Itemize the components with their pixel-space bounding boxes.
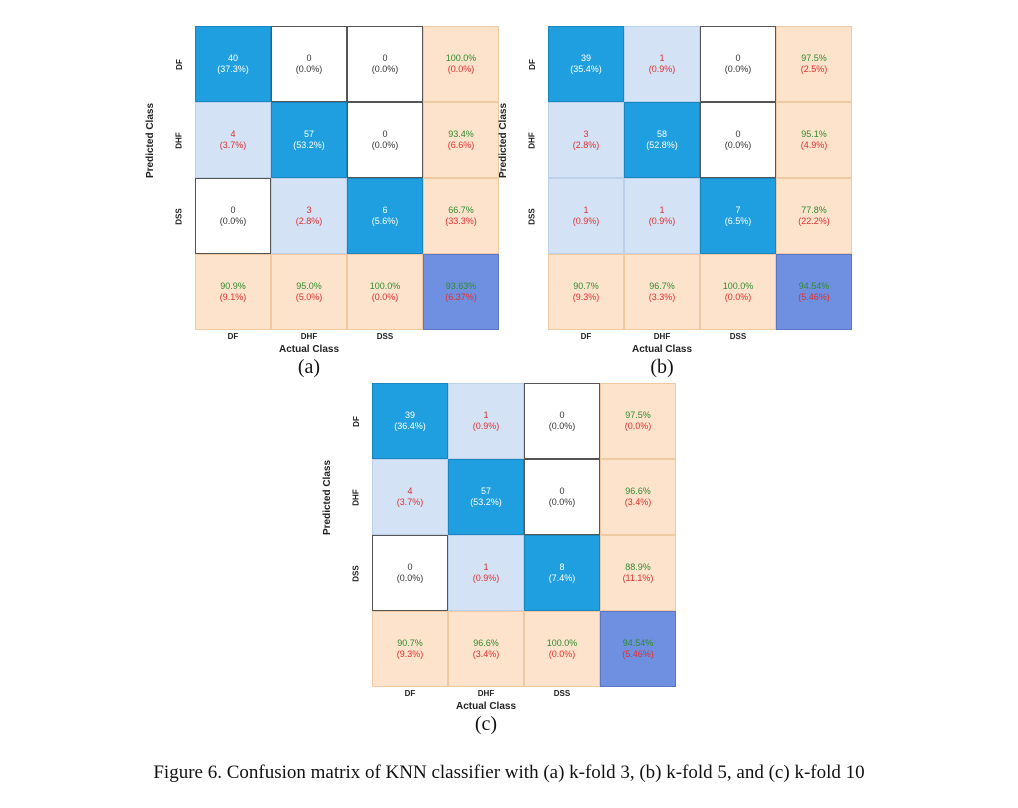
cell-dhf-dss: 0 (0.0%) bbox=[347, 102, 423, 178]
cell-dhf-df: 4 (3.7%) bbox=[195, 102, 271, 178]
cell-dss-dhf: 1 (0.9%) bbox=[448, 535, 524, 611]
col-label-dss: DSS bbox=[553, 689, 571, 698]
cell-row-df-precision: 100.0% (0.0%) bbox=[423, 26, 499, 102]
cell-dhf-dhf: 57 (53.2%) bbox=[271, 102, 347, 178]
subfigure-label: (a) bbox=[297, 356, 321, 378]
cell-df-dss: 0 (0.0%) bbox=[524, 383, 600, 459]
cell-row-dhf-precision: 96.6% (3.4%) bbox=[600, 459, 676, 535]
cell-dss-df: 1 (0.9%) bbox=[548, 178, 624, 254]
cell-row-dss-precision: 88.9% (11.1%) bbox=[600, 535, 676, 611]
row-label-df: DF bbox=[527, 58, 537, 70]
cell-dhf-dss: 0 (0.0%) bbox=[524, 459, 600, 535]
cell-col-df-recall: 90.7% (9.3%) bbox=[372, 611, 448, 687]
row-label-dss: DSS bbox=[351, 564, 361, 582]
col-label-df: DF bbox=[580, 332, 592, 341]
confusion-matrix-c: Predicted Class DF DHF DSS 39 (36.4%) 1 (0… bbox=[323, 383, 692, 735]
row-label-dss: DSS bbox=[174, 207, 184, 225]
y-axis-label: Predicted Class bbox=[498, 102, 510, 178]
cell-row-df-precision: 97.5% (2.5%) bbox=[776, 26, 852, 102]
confusion-matrix-b: Predicted Class DF DHF DSS 39 (35.4%) 1 (0… bbox=[499, 26, 868, 378]
cell-row-df-precision: 97.5% (0.0%) bbox=[600, 383, 676, 459]
col-label-df: DF bbox=[227, 332, 239, 341]
cell-df-dhf: 1 (0.9%) bbox=[448, 383, 524, 459]
col-label-dss: DSS bbox=[376, 332, 394, 341]
cell-col-dss-recall: 100.0% (0.0%) bbox=[524, 611, 600, 687]
cell-col-df-recall: 90.7% (9.3%) bbox=[548, 254, 624, 330]
y-axis-label: Predicted Class bbox=[322, 459, 334, 535]
figure-caption: Figure 6. Confusion matrix of KNN classi… bbox=[153, 762, 865, 783]
cell-row-dss-precision: 77.8% (22.2%) bbox=[776, 178, 852, 254]
cell-dhf-dss: 0 (0.0%) bbox=[700, 102, 776, 178]
cell-dss-dhf: 1 (0.9%) bbox=[624, 178, 700, 254]
cell-row-dhf-precision: 95.1% (4.9%) bbox=[776, 102, 852, 178]
y-axis-label: Predicted Class bbox=[145, 102, 157, 178]
x-axis-label: Actual Class bbox=[631, 344, 693, 355]
cell-col-dhf-recall: 96.7% (3.3%) bbox=[624, 254, 700, 330]
cell-col-dss-recall: 100.0% (0.0%) bbox=[700, 254, 776, 330]
cell-col-dhf-recall: 96.6% (3.4%) bbox=[448, 611, 524, 687]
matrix-grid: 39 (35.4%) 1 (0.9%) 0 (0.0%) 97.5% (2.5%) 3(… bbox=[548, 26, 852, 330]
cell-dhf-dhf: 58 (52.8%) bbox=[624, 102, 700, 178]
cell-df-dhf: 1 (0.9%) bbox=[624, 26, 700, 102]
cell-row-dss-precision: 66.7% (33.3%) bbox=[423, 178, 499, 254]
cell-row-dhf-precision: 93.4% (6.6%) bbox=[423, 102, 499, 178]
subfigure-label: (c) bbox=[474, 713, 498, 735]
matrix-grid: 39 (36.4%) 1 (0.9%) 0 (0.0%) 97.5% (0.0%) 4(… bbox=[372, 383, 676, 687]
cell-df-dss: 0 (0.0%) bbox=[700, 26, 776, 102]
row-label-df: DF bbox=[174, 58, 184, 70]
cell-col-dhf-recall: 95.0% (5.0%) bbox=[271, 254, 347, 330]
cell-df-df: 40 (37.3%) bbox=[195, 26, 271, 102]
matrix-grid: 40 (37.3%) 0 (0.0%) 0 (0.0%) 100.0% (0.0%) 4… bbox=[195, 26, 499, 330]
cell-df-dhf: 0 (0.0%) bbox=[271, 26, 347, 102]
cell-dss-dss: 7 (6.5%) bbox=[700, 178, 776, 254]
confusion-matrix-a: Predicted Class DF DHF DSS 40 (37.3%) 0 (0… bbox=[146, 26, 515, 378]
cell-df-dss: 0 (0.0%) bbox=[347, 26, 423, 102]
row-label-dhf: DHF bbox=[527, 131, 537, 149]
cell-df-df: 39 (36.4%) bbox=[372, 383, 448, 459]
cell-dhf-df: 4 (3.7%) bbox=[372, 459, 448, 535]
cell-dss-dhf: 3 (2.8%) bbox=[271, 178, 347, 254]
cell-overall-accuracy: 94.54% (5.46%) bbox=[776, 254, 852, 330]
col-label-dhf: DHF bbox=[300, 332, 318, 341]
cell-dss-df: 0 (0.0%) bbox=[195, 178, 271, 254]
row-label-dhf: DHF bbox=[174, 131, 184, 149]
cell-df-df: 39 (35.4%) bbox=[548, 26, 624, 102]
cell-dss-dss: 8 (7.4%) bbox=[524, 535, 600, 611]
cell-dss-dss: 6 (5.6%) bbox=[347, 178, 423, 254]
x-axis-label: Actual Class bbox=[455, 701, 517, 712]
cell-dhf-dhf: 57 (53.2%) bbox=[448, 459, 524, 535]
row-label-df: DF bbox=[351, 415, 361, 427]
col-label-dhf: DHF bbox=[653, 332, 671, 341]
cell-col-dss-recall: 100.0% (0.0%) bbox=[347, 254, 423, 330]
cell-dss-df: 0 (0.0%) bbox=[372, 535, 448, 611]
cell-overall-accuracy: 93.63% (6.37%) bbox=[423, 254, 499, 330]
col-label-dhf: DHF bbox=[477, 689, 495, 698]
col-label-df: DF bbox=[404, 689, 416, 698]
subfigure-label: (b) bbox=[650, 356, 674, 378]
x-axis-label: Actual Class bbox=[278, 344, 340, 355]
cell-overall-accuracy: 94.54% (5.46%) bbox=[600, 611, 676, 687]
col-label-dss: DSS bbox=[729, 332, 747, 341]
cell-dhf-df: 3 (2.8%) bbox=[548, 102, 624, 178]
row-label-dss: DSS bbox=[527, 207, 537, 225]
row-label-dhf: DHF bbox=[351, 488, 361, 506]
cell-col-df-recall: 90.9% (9.1%) bbox=[195, 254, 271, 330]
